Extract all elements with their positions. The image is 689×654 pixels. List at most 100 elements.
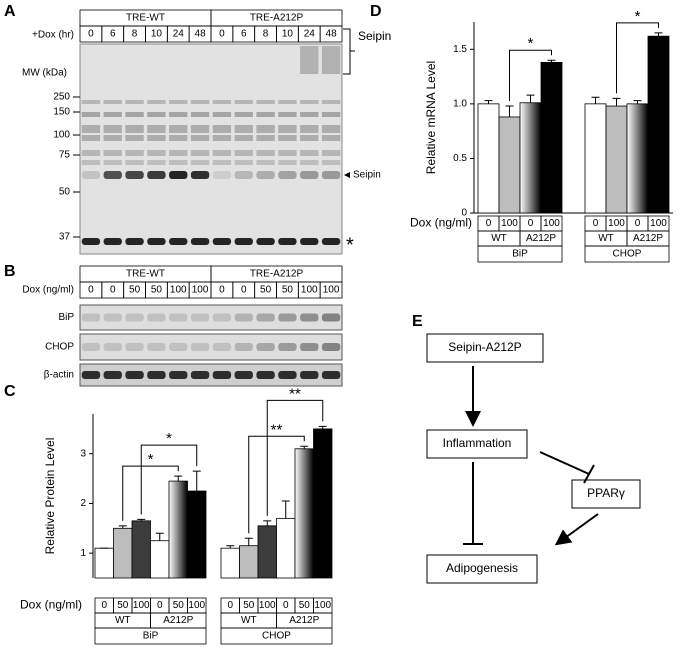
- row-label: Dox (ng/ml): [22, 285, 74, 296]
- blot-band: [125, 112, 144, 117]
- x-tick-label: 50: [173, 600, 185, 611]
- panel-label: C: [4, 383, 16, 400]
- blot-band: [103, 313, 122, 322]
- blot-band: [147, 150, 166, 156]
- x-tick-label: 100: [259, 600, 276, 611]
- blot-band: [169, 112, 188, 117]
- blot-band: [321, 313, 341, 322]
- blot-band: [103, 371, 122, 379]
- mw-label: 37: [59, 232, 71, 243]
- node-box: [571, 479, 641, 509]
- group-label: TRE-A212P: [250, 269, 304, 280]
- blot-band: [212, 135, 232, 141]
- blot-band: [103, 238, 122, 245]
- bar: [477, 103, 500, 214]
- blot-band: [321, 171, 341, 179]
- blot-band: [278, 112, 297, 117]
- blot-band: [125, 125, 144, 133]
- blot-band: [169, 125, 188, 133]
- x-tick-label: 100: [501, 218, 518, 229]
- significance-label: *: [528, 35, 534, 52]
- blot-band: [300, 100, 319, 104]
- blot-band: [125, 371, 144, 379]
- x-tick-label: 0: [283, 600, 289, 611]
- blot-band: [190, 135, 210, 141]
- x-tick-label: 0: [486, 218, 492, 229]
- x-tick-label: 100: [608, 218, 625, 229]
- error-bar: [612, 97, 621, 107]
- blot-band: [125, 343, 144, 351]
- bar: [239, 545, 259, 579]
- y-axis-label: Relative mRNA Level: [424, 61, 438, 174]
- blot-band: [169, 160, 188, 165]
- blot-band: [278, 343, 297, 351]
- lane-label: 0: [110, 285, 116, 296]
- lane-label: 100: [192, 285, 209, 296]
- bar: [605, 105, 628, 214]
- blot-band: [81, 313, 101, 322]
- y-tick-label: 0: [461, 208, 467, 219]
- node-label: Seipin-A212P: [448, 340, 521, 354]
- x-tick-label: 100: [188, 600, 205, 611]
- y-tick-label: 1.5: [453, 44, 467, 55]
- blot-band: [169, 150, 188, 156]
- error-bar: [281, 500, 290, 519]
- blot-band: [147, 371, 166, 379]
- blot-band: [147, 160, 166, 165]
- blot-band: [300, 125, 319, 133]
- blot-band: [256, 150, 275, 156]
- x-tick-label: 100: [133, 600, 150, 611]
- mw-label: 150: [53, 107, 70, 118]
- blot-band: [234, 313, 253, 322]
- blot-band: [212, 160, 232, 165]
- mw-label: 50: [59, 187, 71, 198]
- blot-band: [278, 313, 297, 322]
- blot-band: [81, 135, 101, 141]
- significance-label: *: [166, 430, 172, 447]
- subgroup-label: WT: [598, 233, 614, 244]
- blot-band: [321, 46, 341, 74]
- seipin-label: Seipin: [353, 170, 381, 181]
- error-bar: [526, 94, 535, 103]
- lane-label: 0: [219, 285, 225, 296]
- blot-band: [300, 171, 319, 179]
- blot-band: [234, 125, 253, 133]
- blot: [79, 304, 343, 331]
- blot-band: [321, 238, 341, 245]
- group-label: BiP: [512, 249, 528, 260]
- blot-band: [190, 160, 210, 165]
- blot-band: [147, 125, 166, 133]
- blot-band: [234, 100, 253, 104]
- x-tick-label: 100: [543, 218, 560, 229]
- lane-label: 6: [110, 29, 116, 40]
- x-tick-label: 0: [528, 218, 534, 229]
- panel-label: E: [412, 313, 423, 330]
- lane-label: 0: [219, 29, 225, 40]
- blot-band: [103, 112, 122, 117]
- x-tick-label: 0: [157, 600, 163, 611]
- blot-band: [212, 371, 232, 379]
- node-box: [426, 429, 528, 459]
- x-tick-label: 50: [299, 600, 311, 611]
- blot-band: [256, 371, 275, 379]
- subgroup-label: A212P: [633, 233, 663, 244]
- error-bar: [547, 59, 556, 63]
- x-tick-label: 0: [101, 600, 107, 611]
- lane-label: 48: [326, 29, 338, 40]
- y-tick-label: 1.0: [453, 98, 467, 109]
- blot-band: [234, 171, 253, 179]
- subgroup-label: WT: [115, 615, 131, 626]
- mw-label: 75: [59, 150, 71, 161]
- node-box: [426, 554, 538, 584]
- blot-band: [212, 313, 232, 322]
- error-bar: [244, 537, 253, 546]
- blot-band: [321, 135, 341, 141]
- node-label: PPARγ: [587, 486, 625, 500]
- blot-band: [169, 313, 188, 322]
- blot-band: [321, 371, 341, 379]
- error-bar: [155, 532, 164, 541]
- node-label: Adipogenesis: [446, 561, 518, 575]
- table-cell: [584, 245, 670, 263]
- blot-band: [321, 100, 341, 104]
- blot-band: [256, 100, 275, 104]
